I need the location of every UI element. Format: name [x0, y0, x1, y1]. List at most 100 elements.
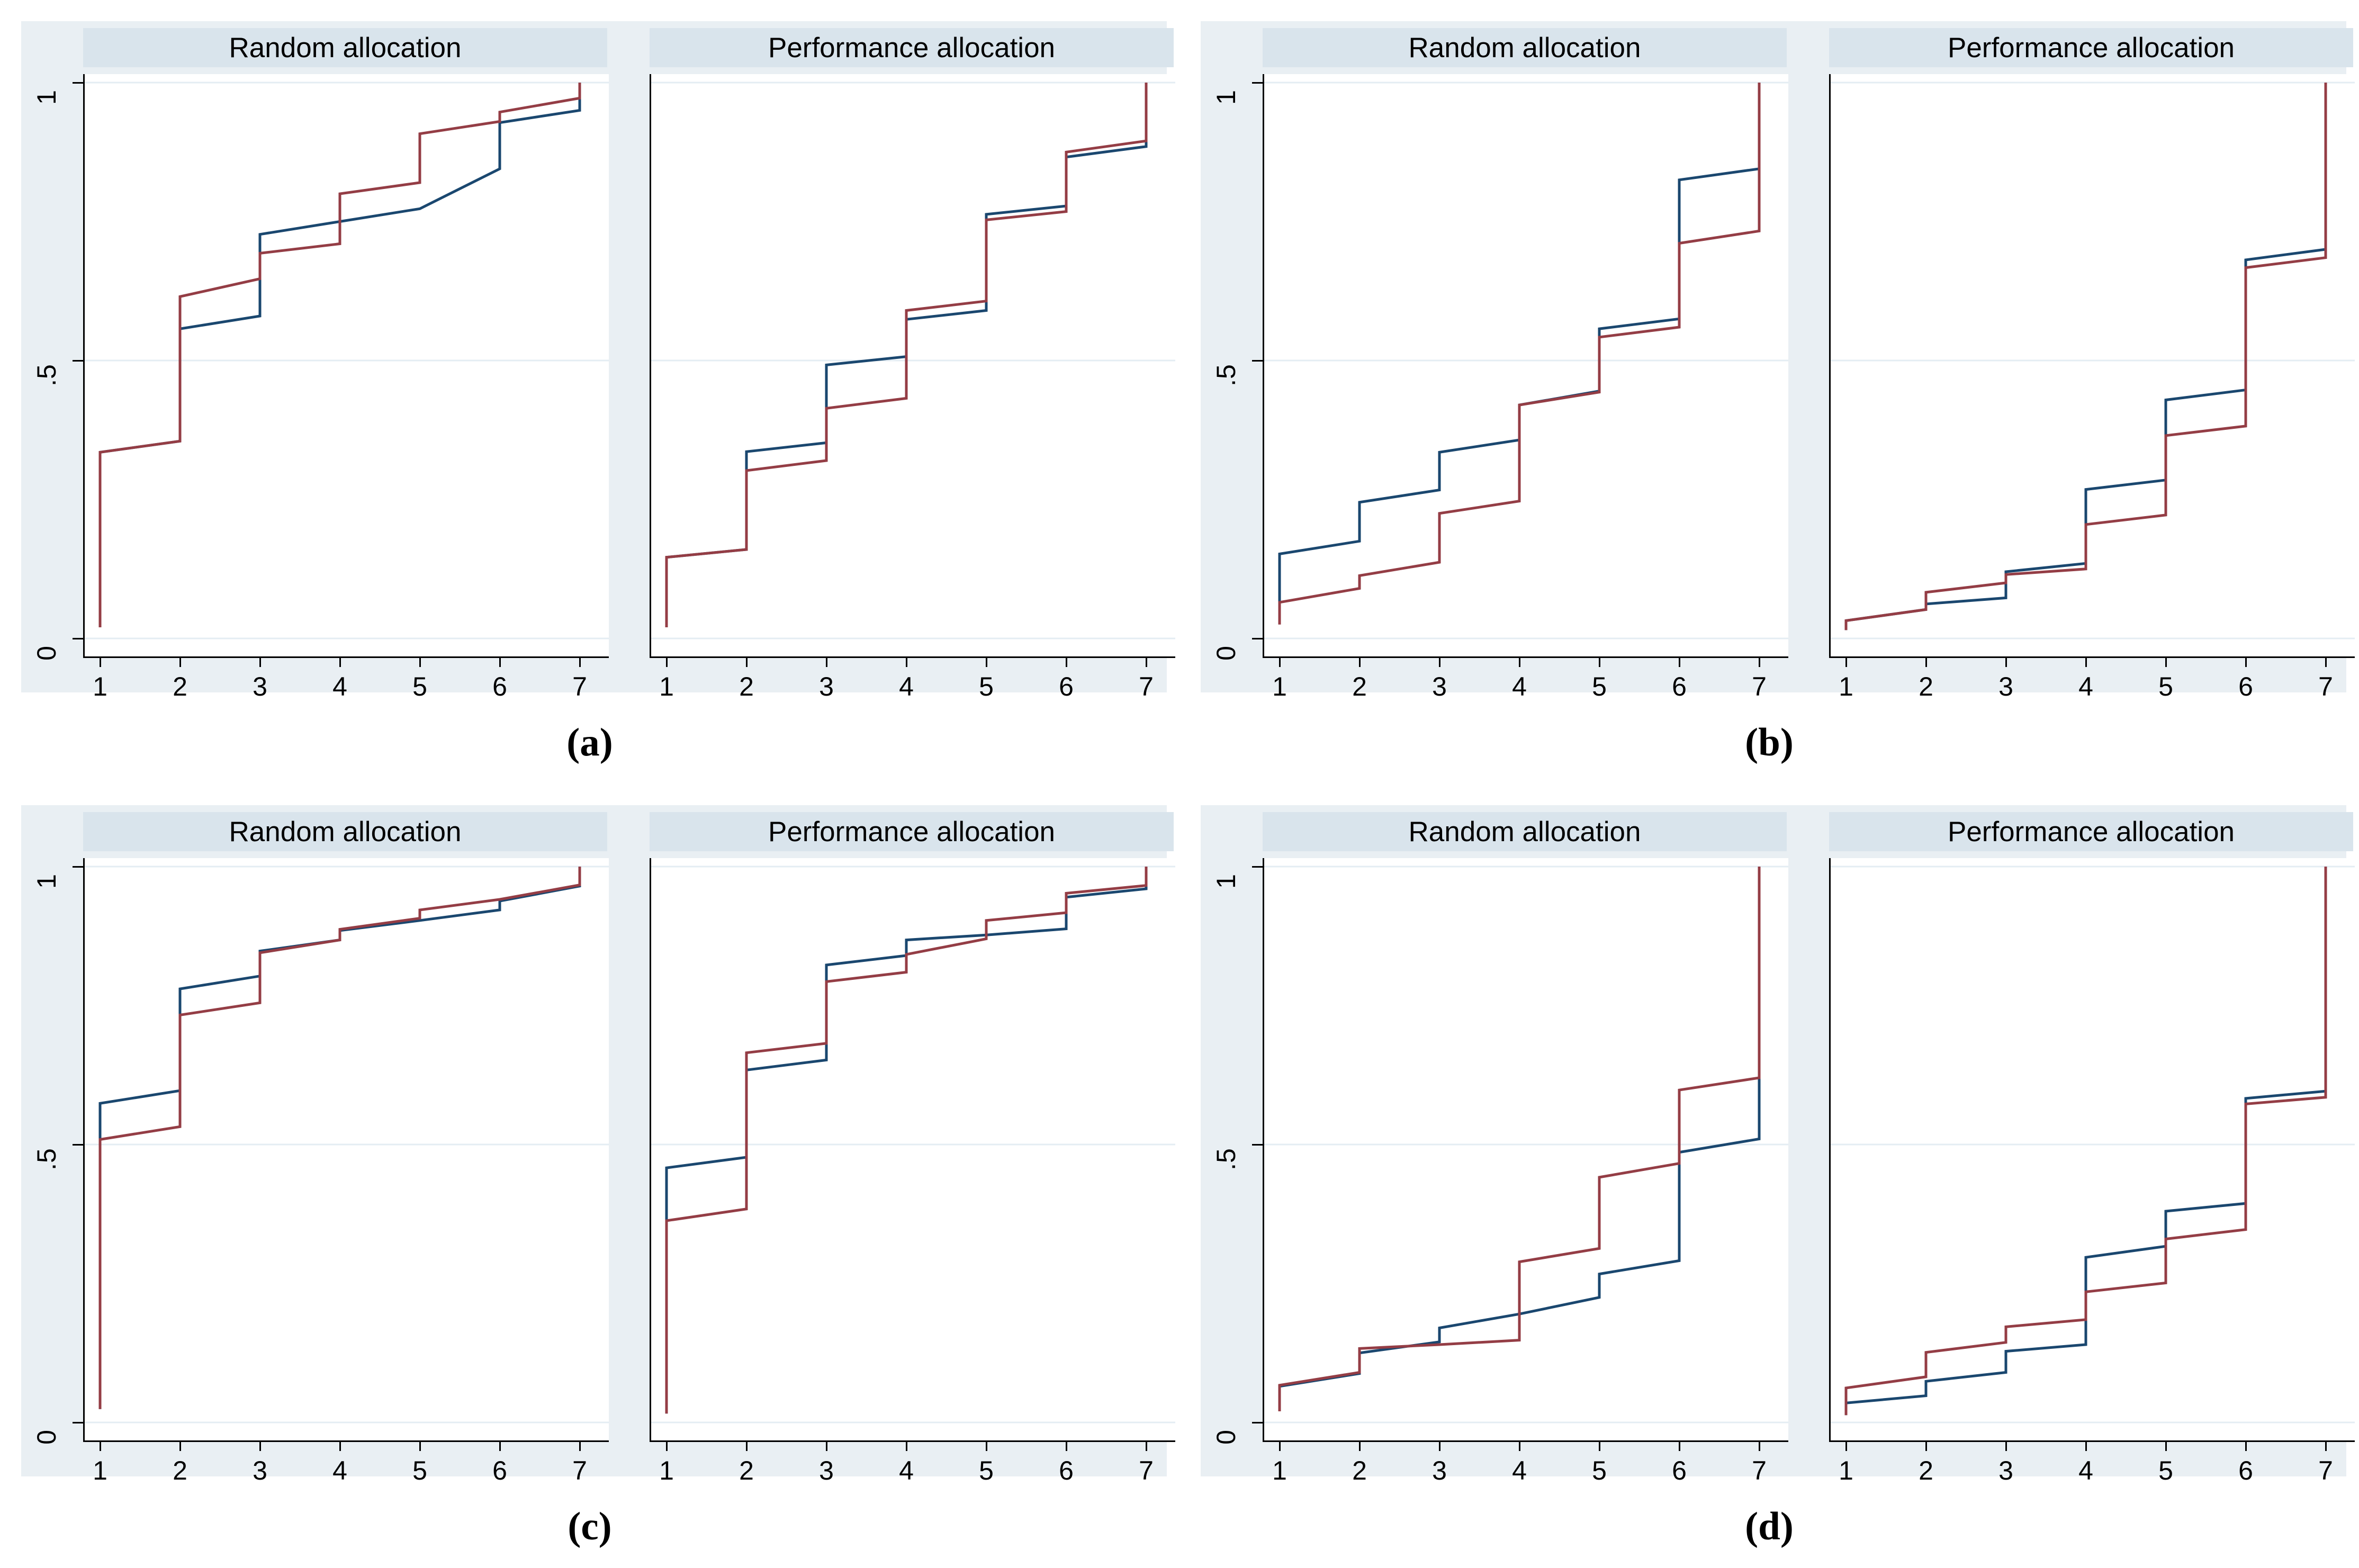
- series-maroon-path: [1844, 867, 2327, 1416]
- plot-area-d-random-allocation: 1 2 3 4 5 6 7 0 .5 1: [1211, 858, 1788, 1485]
- y-tick-label: 1: [1211, 874, 1241, 889]
- x-tick-label: 6: [2238, 672, 2253, 701]
- x-tick-label: 5: [2158, 672, 2173, 701]
- x-tick-mark: [339, 656, 341, 667]
- x-tick-mark: [1845, 656, 1847, 667]
- x-tick-mark: [666, 656, 668, 667]
- cdf-plot-d-random-allocation: [1264, 866, 1788, 1423]
- x-tick-mark: [1439, 656, 1440, 667]
- x-tick-mark: [1066, 1440, 1067, 1451]
- x-tick-label: 1: [1839, 1456, 1853, 1485]
- subplot-title-performance-allocation: Performance allocation: [1829, 28, 2353, 67]
- subplot-title-random-allocation: Random allocation: [1263, 28, 1787, 67]
- x-tick-mark: [2165, 1440, 2167, 1451]
- x-tick-label: 3: [819, 1456, 834, 1485]
- subplot-title-random-allocation: Random allocation: [83, 28, 607, 67]
- y-tick-label: 0: [32, 1430, 61, 1445]
- x-tick-label: 4: [1512, 1456, 1527, 1485]
- x-tick-mark: [1359, 1440, 1361, 1451]
- y-tick-mark: [73, 866, 83, 868]
- x-tick-mark: [1146, 656, 1147, 667]
- x-tick-mark: [1519, 656, 1520, 667]
- y-tick-mark: [1252, 638, 1263, 639]
- series-maroon-path: [665, 83, 1148, 627]
- x-tick-label: 3: [253, 672, 267, 701]
- subplot-title-performance-allocation: Performance allocation: [650, 28, 1174, 67]
- series-maroon-path: [98, 83, 581, 627]
- x-tick-label: 4: [1512, 672, 1527, 701]
- x-tick-mark: [1279, 1440, 1281, 1451]
- graph-region-d: Random allocation 1 2 3 4 5 6 7 0 .5 1 Performance …: [1201, 805, 2355, 1485]
- plot-area-d-performance-allocation: 1 2 3 4 5 6 7: [1829, 858, 2355, 1485]
- x-tick-mark: [1925, 1440, 1927, 1451]
- series-navy-path: [1278, 83, 1761, 622]
- x-tick-label: 1: [659, 672, 674, 701]
- x-tick-mark: [746, 1440, 748, 1451]
- y-tick-label: .5: [32, 364, 61, 386]
- x-tick-label: 7: [1752, 1456, 1767, 1485]
- x-tick-label: 6: [492, 1456, 507, 1485]
- x-tick-label: 6: [1059, 1456, 1074, 1485]
- subplot-title-performance-allocation: Performance allocation: [1829, 812, 2353, 851]
- plot-area-c-performance-allocation: 1 2 3 4 5 6 7: [650, 858, 1175, 1485]
- series-navy-path: [98, 83, 581, 627]
- y-tick-mark: [73, 360, 83, 362]
- x-tick-label: 2: [739, 1456, 754, 1485]
- x-tick-label: 2: [739, 672, 754, 701]
- x-tick-label: 1: [93, 672, 107, 701]
- y-tick-label: 0: [1211, 646, 1241, 661]
- x-tick-label: 1: [1839, 672, 1853, 701]
- series-maroon-path: [665, 867, 1148, 1414]
- x-tick-label: 4: [899, 672, 914, 701]
- panel-b: Random allocation 1 2 3 4 5 6 7 0 .5 1 Performance …: [1180, 0, 2359, 784]
- series-maroon-path: [98, 867, 581, 1409]
- y-tick-label: 0: [32, 646, 61, 661]
- x-tick-label: 5: [412, 1456, 427, 1485]
- x-tick-label: 7: [572, 672, 587, 701]
- x-tick-mark: [1279, 656, 1281, 667]
- x-tick-mark: [1759, 1440, 1760, 1451]
- x-tick-label: 2: [1352, 1456, 1367, 1485]
- x-tick-mark: [100, 1440, 101, 1451]
- y-tick-mark: [1252, 1144, 1263, 1146]
- x-tick-label: 2: [1919, 672, 1933, 701]
- x-tick-mark: [1519, 1440, 1520, 1451]
- x-tick-label: 6: [1672, 1456, 1687, 1485]
- x-tick-mark: [1925, 656, 1927, 667]
- panel-label-a: (a): [566, 720, 613, 764]
- x-tick-mark: [826, 1440, 827, 1451]
- x-tick-mark: [2245, 656, 2247, 667]
- x-tick-label: 5: [979, 672, 994, 701]
- cdf-plot-b-performance-allocation: [1831, 82, 2355, 639]
- x-tick-label: 1: [1272, 1456, 1287, 1485]
- x-tick-mark: [100, 656, 101, 667]
- x-tick-label: 6: [1672, 672, 1687, 701]
- x-tick-mark: [2325, 656, 2327, 667]
- x-tick-mark: [986, 1440, 987, 1451]
- x-tick-mark: [1759, 656, 1760, 667]
- x-tick-mark: [179, 1440, 181, 1451]
- x-tick-label: 5: [412, 672, 427, 701]
- x-tick-label: 2: [1352, 672, 1367, 701]
- x-tick-label: 4: [2078, 1456, 2093, 1485]
- series-navy-path: [1844, 867, 2327, 1416]
- subplot-title-random-allocation: Random allocation: [83, 812, 607, 851]
- panel-label-c: (c): [568, 1504, 612, 1548]
- plot-area-c-random-allocation: 1 2 3 4 5 6 7 0 .5 1: [32, 858, 609, 1485]
- panel-label-b: (b): [1745, 720, 1794, 764]
- x-tick-label: 4: [332, 672, 347, 701]
- x-tick-mark: [419, 656, 421, 667]
- panel-a: Random allocation 1 2 3 4 5 6 7 0 .5 1 Performance …: [0, 0, 1180, 784]
- y-tick-mark: [1252, 1422, 1263, 1423]
- cdf-plot-a-performance-allocation: [651, 82, 1175, 639]
- plot-area-b-random-allocation: 1 2 3 4 5 6 7 0 .5 1: [1211, 74, 1788, 701]
- x-tick-mark: [1439, 1440, 1440, 1451]
- series-maroon-path: [1278, 83, 1761, 625]
- series-maroon-path: [1844, 83, 2327, 630]
- x-tick-mark: [579, 656, 581, 667]
- series-maroon-path: [1278, 867, 1761, 1411]
- x-tick-mark: [1066, 656, 1067, 667]
- x-tick-label: 7: [1752, 672, 1767, 701]
- x-tick-mark: [499, 1440, 501, 1451]
